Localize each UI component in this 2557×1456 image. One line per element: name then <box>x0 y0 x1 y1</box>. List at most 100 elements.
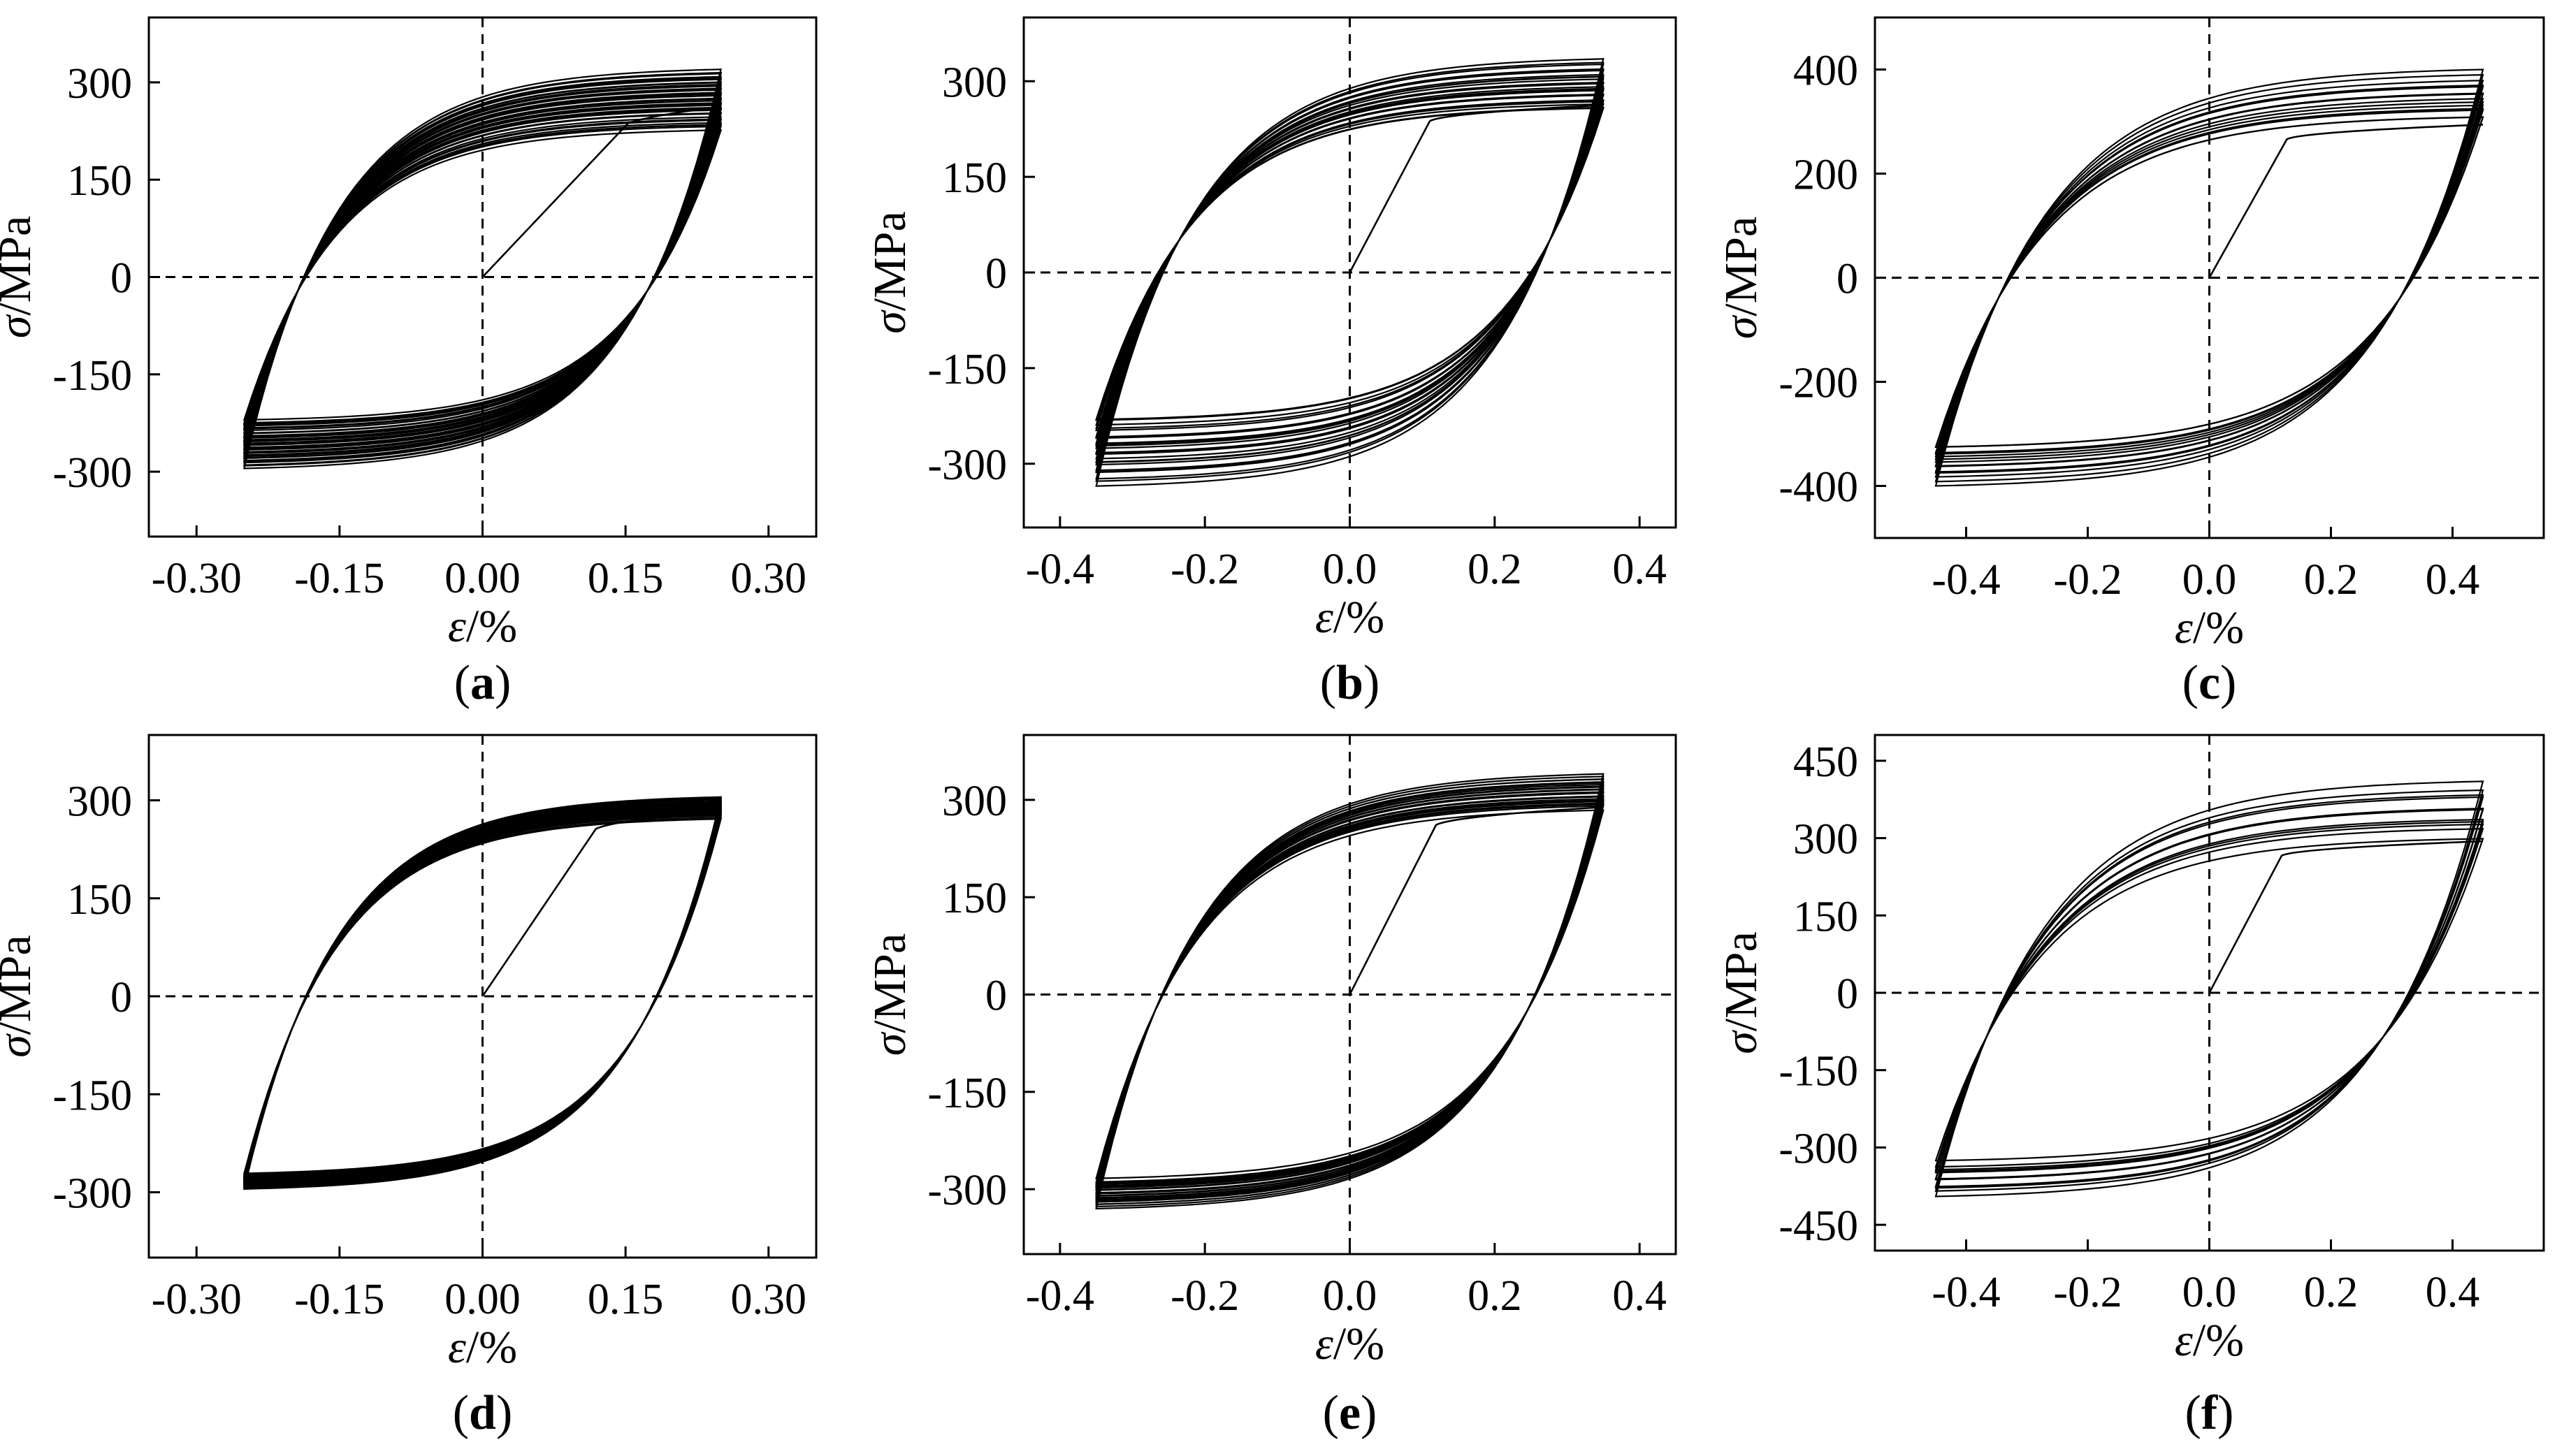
hysteresis-loop <box>242 68 723 469</box>
caption-letter: c <box>2199 656 2220 710</box>
y-axis-symbol: σ <box>0 1033 41 1058</box>
x-tick-label: 0.0 <box>2182 1269 2237 1316</box>
y-tick-label: 450 <box>1793 738 1858 786</box>
y-axis-unit: /MPa <box>1716 217 1767 316</box>
hysteresis-loop <box>242 124 723 425</box>
hysteresis-loop <box>1934 796 2484 1188</box>
y-axis-unit: /MPa <box>864 933 915 1033</box>
hysteresis-loop <box>1934 109 2484 454</box>
x-tick-label: -0.15 <box>294 555 384 602</box>
x-axis-label: ε/% <box>1315 1318 1384 1369</box>
hysteresis-loop <box>1934 823 2484 1171</box>
x-axis-unit: /% <box>466 1322 517 1373</box>
caption-open-paren: ( <box>1323 1386 1339 1440</box>
x-tick-label: 0.2 <box>2304 556 2359 604</box>
y-tick-label: 0 <box>1837 256 1858 303</box>
y-tick-label: 150 <box>942 154 1007 202</box>
hysteresis-curves <box>1934 68 2484 487</box>
x-tick-label: -0.2 <box>1171 1272 1239 1320</box>
panel-caption: (b) <box>1320 656 1380 710</box>
x-axis-symbol: ε <box>2175 1315 2193 1366</box>
hysteresis-loop <box>1095 61 1605 482</box>
hysteresis-loop <box>1934 838 2484 1162</box>
x-tick-label: -0.2 <box>2053 1269 2122 1316</box>
hysteresis-loop <box>1095 809 1605 1179</box>
x-tick-label: 0.30 <box>731 555 807 602</box>
hysteresis-loop <box>1934 104 2484 458</box>
y-tick-label: -300 <box>1779 1125 1858 1172</box>
x-tick-label: 0.00 <box>444 555 521 602</box>
hysteresis-loop <box>1095 89 1605 444</box>
hysteresis-loop <box>1095 799 1605 1188</box>
hysteresis-loop <box>1095 69 1605 472</box>
x-tick-label: -0.30 <box>152 1276 242 1323</box>
x-axis-label: ε/% <box>1315 592 1384 643</box>
x-axis-symbol: ε <box>2175 602 2193 653</box>
caption-letter: b <box>1336 656 1363 710</box>
hysteresis-loop <box>1095 106 1605 421</box>
hysteresis-loop <box>1095 776 1605 1208</box>
hysteresis-loop <box>1095 795 1605 1191</box>
x-tick-label: 0.2 <box>1468 546 1522 593</box>
x-tick-label: 0.00 <box>444 1276 521 1323</box>
hysteresis-loop <box>1095 101 1605 430</box>
y-axis-unit: /MPa <box>0 935 41 1035</box>
hysteresis-loop <box>242 104 723 441</box>
hysteresis-loop <box>242 125 723 424</box>
y-axis-label: σ/MPa <box>1716 217 1767 340</box>
hysteresis-loop <box>1934 108 2484 455</box>
panel-a: -0.30 -0.15 0.00 0.15 0.30 -300 -150 0 150 300 ε/%… <box>0 16 818 710</box>
hysteresis-loop <box>1095 73 1605 466</box>
hysteresis-curves <box>1095 773 1605 1210</box>
y-tick-label: 200 <box>1793 152 1858 199</box>
hysteresis-curves <box>1934 780 2484 1197</box>
initial-loading-curve <box>1349 104 1604 273</box>
hysteresis-loop <box>1934 116 2484 448</box>
x-tick-label: 0.30 <box>731 1276 807 1323</box>
x-tick-label: 0.15 <box>588 555 664 602</box>
y-tick-label: 300 <box>942 778 1007 825</box>
caption-letter: f <box>2201 1386 2218 1440</box>
hysteresis-loop <box>242 81 723 459</box>
caption-close-paren: ) <box>1361 1386 1377 1440</box>
hysteresis-loop <box>1095 78 1605 460</box>
caption-close-paren: ) <box>1363 656 1379 710</box>
hysteresis-loop <box>242 129 723 421</box>
panel-caption: (c) <box>2182 656 2237 710</box>
x-axis-unit: /% <box>2193 602 2244 653</box>
caption-open-paren: ( <box>1320 656 1336 710</box>
x-tick-label: 0.0 <box>1323 546 1377 593</box>
y-tick-label: 150 <box>1793 893 1858 940</box>
y-tick-label: -200 <box>1779 360 1858 407</box>
y-tick-label: -150 <box>927 1070 1007 1117</box>
y-tick-label: 400 <box>1793 48 1858 95</box>
y-tick-label: -150 <box>52 1072 132 1119</box>
x-tick-label: -0.4 <box>1026 546 1094 593</box>
panel-caption: (d) <box>453 1386 513 1440</box>
hysteresis-loop <box>242 109 723 437</box>
hysteresis-loop <box>242 818 723 1174</box>
y-tick-label: -150 <box>52 352 132 400</box>
hysteresis-loop <box>1095 789 1605 1197</box>
y-tick-label: 0 <box>985 973 1007 1020</box>
initial-loading-curve <box>481 810 721 997</box>
y-tick-label: -400 <box>1779 464 1858 511</box>
hysteresis-loop <box>1095 75 1605 463</box>
y-axis-symbol: σ <box>864 310 915 334</box>
y-tick-label: 150 <box>942 875 1007 922</box>
hysteresis-loop <box>242 99 723 444</box>
hysteresis-curves <box>1095 58 1605 487</box>
hysteresis-loop <box>1934 84 2484 474</box>
y-axis-symbol: σ <box>864 1031 915 1056</box>
hysteresis-loop <box>242 73 723 466</box>
hysteresis-loop <box>1934 101 2484 460</box>
panel-caption: (a) <box>454 656 512 710</box>
y-tick-label: 150 <box>67 157 132 205</box>
x-axis-label: ε/% <box>448 1322 517 1373</box>
hysteresis-loop <box>242 85 723 456</box>
x-axis-unit: /% <box>466 601 517 652</box>
x-tick-label: 0.0 <box>2182 556 2237 604</box>
y-axis-label: σ/MPa <box>0 216 41 339</box>
initial-loading-curve <box>2208 124 2484 279</box>
